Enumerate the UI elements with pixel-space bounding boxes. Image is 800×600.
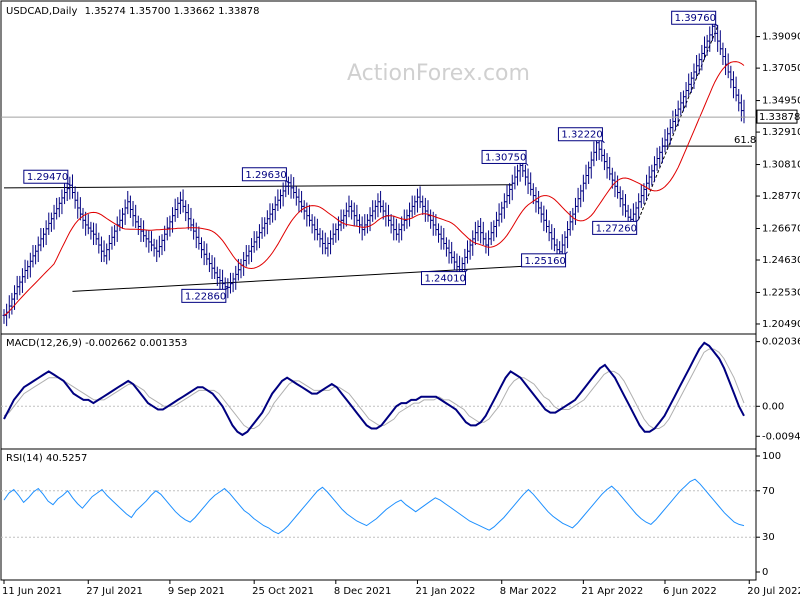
x-tick-label: 21 Apr 2022 [581,586,643,597]
rsi-line [3,478,745,535]
rsi-y-axis: 100 70 30 0 [1,451,781,578]
price-annotation-label: 1.30750 [485,152,526,163]
resistance-trendline [3,184,513,189]
price-annotation-label: 1.27260 [596,223,637,234]
rsi-y-tick-label: 100 [762,451,781,462]
current-price-box [756,109,798,124]
rsi-y-tick-label: 0 [762,567,768,578]
price-annotation-label: 1.24010 [424,274,465,285]
price-y-tick-label: 1.28770 [762,191,800,202]
macd-panel [0,333,757,450]
x-tick-label: 20 Jul 2022 [747,586,800,597]
rsi-title: RSI(14) 40.5257 [6,453,87,464]
x-tick-label: 11 Jun 2021 [2,586,62,597]
current-price-label: 1.33878 [759,112,800,123]
price-y-tick-label: 1.32910 [762,127,800,138]
rsi-y-tick-label: 70 [762,486,775,497]
ohlc-header: 1.35274 1.35700 1.33662 1.33878 [85,6,260,17]
price-y-tick-label: 1.34950 [762,96,800,107]
rsi-y-tick-label: 30 [762,532,775,543]
watermark: ActionForex.com [347,61,530,86]
x-tick-label: 8 Dec 2021 [334,586,392,597]
price-y-tick-label: 1.30810 [762,160,800,171]
price-annotation-box [557,127,603,142]
price-annotation-label: 1.25160 [525,256,566,267]
price-y-tick-label: 1.22530 [762,287,800,298]
price-y-tick-label: 1.37050 [762,63,800,74]
x-tick-label: 8 Mar 2022 [500,586,557,597]
price-annotation-box [521,253,567,268]
x-tick-label: 9 Sep 2021 [168,586,225,597]
price-annotation-label: 1.32220 [561,130,602,141]
x-tick-label: 21 Jan 2022 [415,586,475,597]
price-annotation-box [592,220,638,235]
price-annotation-label: 1.22860 [185,291,226,302]
price-y-tick-label: 1.20490 [762,319,800,330]
x-axis: 11 Jun 2021 27 Jul 2021 9 Sep 2021 25 Oct 2… [2,580,800,597]
price-annotation-label: 1.29470 [27,172,68,183]
moving-average-line [3,61,745,316]
price-panel-title: USDCAD,Daily 1.35274 1.35700 1.33662 1.3… [6,6,260,17]
x-tick-label: 27 Jul 2021 [86,586,143,597]
price-y-tick-label: 1.26670 [762,223,800,234]
symbol-label: USDCAD,Daily [6,6,77,17]
price-annotation-label: 1.39760 [675,13,716,24]
macd-y-tick-label: 0.00 [762,401,784,412]
price-y-tick-label: 1.24630 [762,255,800,266]
x-tick-label: 25 Oct 2021 [252,586,314,597]
price-y-tick-label: 1.39090 [762,32,800,43]
macd-signal-line [3,348,745,429]
macd-main-line [3,341,745,437]
x-tick-label: 6 Jun 2022 [663,586,717,597]
price-annotation-box [671,10,717,25]
price-annotation-box [420,271,466,286]
fib-level-label: 61.8 [734,135,756,146]
price-annotation-box [481,149,527,164]
current-price-tag: 1.33878 [756,109,800,124]
price-annotation-box [241,167,287,182]
macd-title: MACD(12,26,9) -0.002662 0.001353 [6,338,187,349]
ohlc-bars [2,15,746,327]
price-annotation-box [181,288,227,303]
macd-y-tick-label: -0.009438 [762,431,800,442]
price-annotation-box [23,169,69,184]
price-panel [0,0,757,335]
rsi-panel [0,448,757,581]
price-y-axis: 1.39090 1.37050 1.34950 1.32910 1.30810 1.287… [756,32,800,330]
macd-y-tick-label: 0.02036 [762,337,800,348]
price-annotation-label: 1.29630 [245,170,286,181]
price-annotations: 1.29470 1.29630 1.22860 1.24010 1.30750 1.251… [23,10,719,303]
